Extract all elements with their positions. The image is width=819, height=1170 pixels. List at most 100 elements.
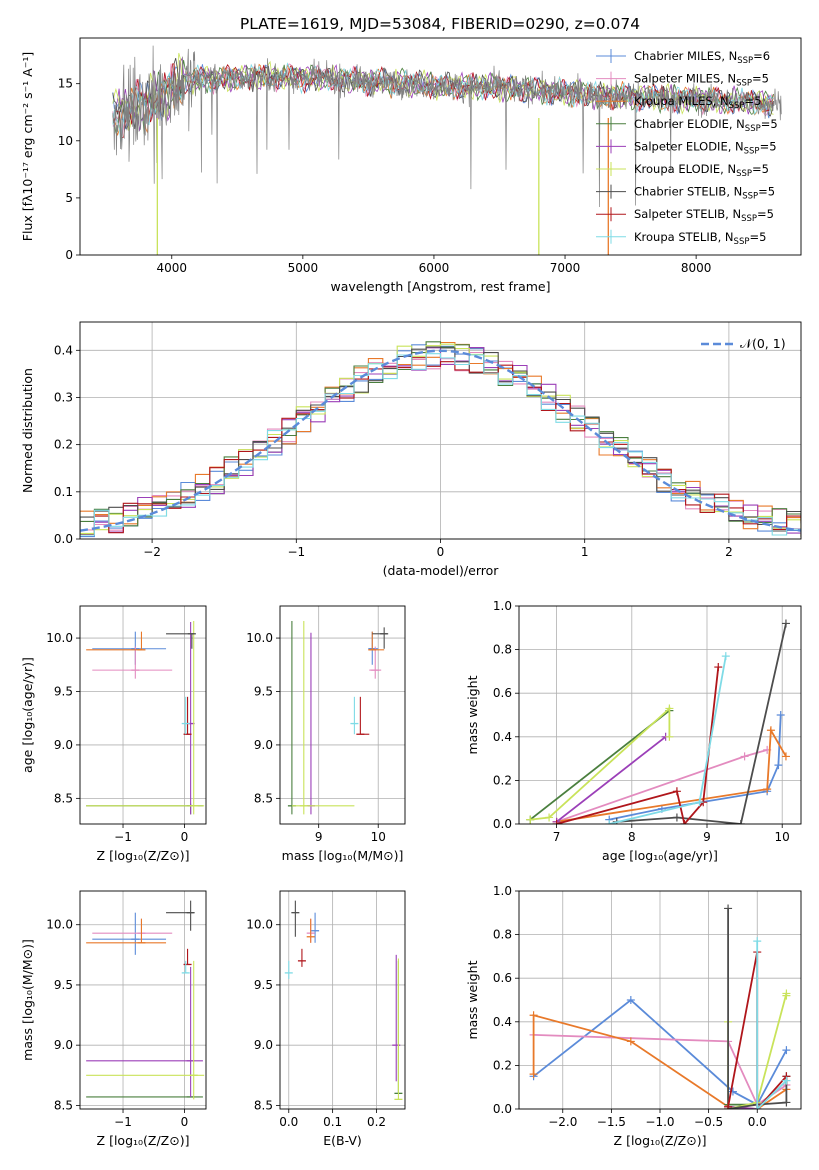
weight-point-kroupa_miles <box>626 1037 635 1046</box>
x-tick-label: 9 <box>703 830 711 844</box>
weight-point-salpeter_stelib <box>714 663 723 672</box>
weight-line-chabrier_stelib <box>616 623 787 824</box>
y-axis-label: Normed distribution <box>20 368 35 493</box>
spectrum-legend: Chabrier MILES, NSSP=6 Salpeter MILES, NS… <box>596 49 778 247</box>
x-axis-label: Z [log₁₀(Z/Z⊙)] <box>97 848 190 863</box>
weight-point-kroupa_miles <box>529 1070 538 1079</box>
plot-area-age_vs_Z <box>86 620 205 815</box>
y-tick-label: 8.5 <box>54 1098 73 1112</box>
y-tick-label: 0.4 <box>493 730 512 744</box>
x-tick-label: 0.2 <box>367 1115 386 1129</box>
x-axis-label: age [log₁₀(age/yr)] <box>602 848 718 863</box>
y-tick-label: 0 <box>65 248 73 262</box>
weight-point-kroupa_stelib <box>695 798 704 807</box>
y-tick-label: 0.8 <box>493 928 512 942</box>
x-tick-label: −1 <box>114 1115 132 1129</box>
normal-curve <box>80 349 801 532</box>
weight-line-kroupa_elodie <box>530 706 671 821</box>
legend-label: Kroupa STELIB, NSSP=5 <box>634 230 766 247</box>
weight-point-kroupa_elodie <box>665 704 674 713</box>
weight-point-kroupa_elodie <box>526 815 535 824</box>
y-tick-label: 9.5 <box>54 684 73 698</box>
x-tick-label: 7000 <box>550 261 581 275</box>
x-tick-label: 0 <box>181 830 189 844</box>
x-tick-label: −1.0 <box>645 1115 674 1129</box>
y-tick-label: 10.0 <box>246 918 273 932</box>
y-tick-label: 0.2 <box>493 773 512 787</box>
x-axis-label: (data-model)/error <box>383 563 500 578</box>
x-tick-label: 0.0 <box>748 1115 767 1129</box>
axes-spectrum: 4000 5000 6000 7000 8000 0 5 10 15 wavelength [An… <box>20 37 802 294</box>
y-axis-label: Flux [fλ10⁻¹⁷ erg cm⁻² s⁻¹ A⁻¹] <box>20 52 35 241</box>
x-tick-label: −1 <box>287 545 305 559</box>
figure-title: PLATE=1619, MJD=53084, FIBERID=0290, z=0… <box>240 15 640 33</box>
axes-frame <box>79 37 802 256</box>
weight-point-kroupa_miles <box>529 1011 538 1020</box>
y-tick-label: 1.0 <box>493 599 512 613</box>
plot-area-weight_vs_age <box>526 619 790 824</box>
x-axis-label: Z [log₁₀(Z/Z⊙)] <box>97 1133 190 1148</box>
histogram-kroupa_stelib <box>80 353 801 536</box>
y-tick-label: 1.0 <box>493 884 512 898</box>
axes-weight_vs_age: 7 8 9 10 0.0 0.2 0.4 0.6 0.8 1.0 age [log₁₀(age/yr… <box>465 599 802 863</box>
x-tick-label: 9 <box>315 830 323 844</box>
weight-point-chabrier_miles <box>626 996 635 1004</box>
weight-line-kroupa_miles <box>532 1014 787 1109</box>
weight-point-chabrier_miles <box>776 711 785 719</box>
legend-label: Kroupa MILES, NSSP=5 <box>634 94 761 111</box>
y-tick-label: 9.5 <box>54 978 73 992</box>
y-tick-label: 0.2 <box>54 438 73 452</box>
weight-point-kroupa_stelib <box>721 652 730 661</box>
y-tick-label: 9.5 <box>254 978 273 992</box>
axes-mass_vs_Z: −1 0 8.5 9.0 9.5 10.0 Z [log₁₀(Z/Z⊙)] mass [log… <box>20 890 207 1148</box>
axes-weight_vs_Z: −2.0 −1.5 −1.0 −0.5 0.0 0.0 0.2 0.4 0.6 0.8 1.0 Z [… <box>465 884 802 1148</box>
x-tick-label: 10 <box>371 830 386 844</box>
y-tick-label: 15 <box>58 77 73 91</box>
x-tick-label: −1.5 <box>597 1115 626 1129</box>
axes-frame <box>518 890 802 1110</box>
y-tick-label: 8.5 <box>54 791 73 805</box>
weight-point-kroupa_elodie <box>545 813 554 822</box>
x-tick-label: 0.0 <box>279 1115 298 1129</box>
x-tick-label: 0 <box>181 1115 189 1129</box>
axes-frame <box>79 321 802 540</box>
x-tick-label: −0.5 <box>694 1115 723 1129</box>
weight-point-chabrier_stelib <box>782 1098 791 1107</box>
data-spectrum <box>112 45 782 208</box>
legend-label: Salpeter ELODIE, NSSP=5 <box>634 139 777 156</box>
weight-point-kroupa_stelib <box>782 1076 791 1085</box>
x-axis-label: mass [log₁₀(M/M⊙)] <box>282 848 404 863</box>
axes-age_vs_Z: −1 0 8.5 9.0 9.5 10.0 Z [log₁₀(Z/Z⊙)] age [log₁… <box>20 605 207 863</box>
x-tick-label: −2.0 <box>548 1115 577 1129</box>
legend-label: Salpeter STELIB, NSSP=5 <box>634 207 774 224</box>
axes-frame <box>79 605 207 825</box>
x-axis-label: wavelength [Angstrom, rest frame] <box>330 279 550 294</box>
axes-mass_vs_ebv: 0.0 0.1 0.2 8.5 9.0 9.5 10.0 E(B-V) <box>246 890 406 1148</box>
weight-point-kroupa_miles <box>766 726 775 735</box>
plot-area-spectrum <box>112 45 782 255</box>
y-tick-label: 9.0 <box>54 1038 73 1052</box>
y-tick-label: 0.0 <box>493 817 512 831</box>
legend-label: Kroupa ELODIE, NSSP=5 <box>634 162 769 179</box>
legend-label: Salpeter MILES, NSSP=5 <box>634 72 769 89</box>
x-axis-label: Z [log₁₀(Z/Z⊙)] <box>614 1133 707 1148</box>
weight-point-salpeter_stelib <box>724 1102 733 1109</box>
y-tick-label: 0.6 <box>493 686 512 700</box>
y-tick-label: 9.0 <box>254 738 273 752</box>
y-tick-label: 0.4 <box>493 1015 512 1029</box>
y-tick-label: 8.5 <box>254 1098 273 1112</box>
weight-point-kroupa_stelib <box>753 1105 762 1109</box>
y-tick-label: 9.5 <box>254 684 273 698</box>
weight-point-kroupa_stelib <box>753 937 762 946</box>
weight-point-kroupa_miles <box>763 785 772 794</box>
y-tick-label: 5 <box>65 191 73 205</box>
weight-point-kroupa_miles <box>781 752 790 761</box>
axes-residuals: −2 −1 0 1 2 0.0 0.1 0.2 0.3 0.4 (data-model)/error… <box>20 321 802 578</box>
legend-label: Chabrier MILES, NSSP=6 <box>634 49 770 66</box>
plot-area-mass_vs_ebv <box>284 900 403 1101</box>
weight-point-chabrier_stelib <box>724 904 733 913</box>
y-tick-label: 10.0 <box>46 918 73 932</box>
weight-point-chabrier_stelib <box>781 619 790 628</box>
y-tick-label: 0.4 <box>54 343 73 357</box>
